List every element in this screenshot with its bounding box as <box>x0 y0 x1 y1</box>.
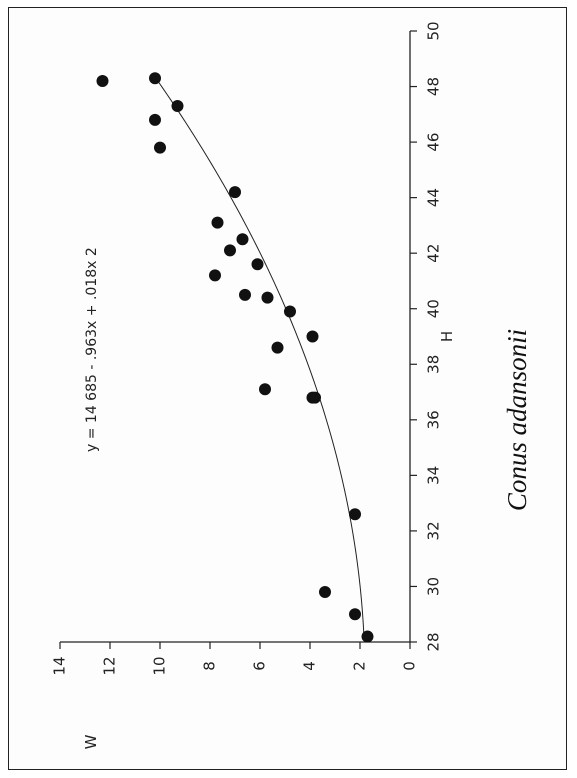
y-tick-label: 10 <box>151 656 169 675</box>
data-point <box>306 330 319 343</box>
y-tick-label: 4 <box>301 661 319 671</box>
regression-equation: y = 14 685 - .963x + .018x 2 <box>84 247 100 452</box>
y-tick-label: 12 <box>101 656 119 675</box>
y-axis-title: W <box>82 734 100 749</box>
data-point <box>149 113 161 126</box>
data-points <box>96 72 374 643</box>
x-tick-label: 30 <box>425 577 443 596</box>
data-point <box>306 391 319 404</box>
data-point <box>236 233 249 246</box>
data-point <box>349 608 361 621</box>
data-point <box>271 341 284 354</box>
data-point <box>251 258 264 271</box>
data-point <box>259 383 271 396</box>
figure-frame <box>8 7 567 770</box>
y-tick-label: 0 <box>401 661 419 671</box>
x-tick-label: 38 <box>425 355 443 374</box>
data-point <box>171 99 184 112</box>
y-tick-label: 2 <box>351 661 369 671</box>
species-name: Conus adansonii <box>502 329 532 511</box>
data-point <box>319 586 331 599</box>
x-tick-label: 44 <box>425 188 443 207</box>
x-ticks: 28 30 32 34 36 38 40 42 44 46 48 50 <box>410 21 443 652</box>
data-point <box>154 141 166 154</box>
y-tick-label: 6 <box>251 661 269 671</box>
y-ticks: 0 2 4 6 8 10 12 14 <box>51 642 419 676</box>
data-point <box>209 269 221 282</box>
x-tick-label: 48 <box>425 77 443 96</box>
regression-curve <box>157 80 365 637</box>
y-tick-label: 14 <box>51 656 69 675</box>
data-point <box>261 291 274 304</box>
data-point <box>229 186 241 199</box>
x-tick-label: 28 <box>425 632 443 651</box>
data-point <box>211 216 224 229</box>
axes <box>60 31 411 643</box>
x-tick-label: 42 <box>425 244 443 263</box>
data-point <box>96 74 109 87</box>
data-point <box>349 508 361 521</box>
data-point <box>284 305 296 318</box>
x-tick-label: 50 <box>425 21 443 40</box>
y-tick-label: 8 <box>201 661 219 671</box>
x-tick-label: 40 <box>425 299 443 318</box>
x-tick-label: 34 <box>425 466 443 485</box>
data-point <box>224 244 236 257</box>
data-point <box>361 630 374 643</box>
x-axis-title: H <box>438 331 456 342</box>
x-tick-label: 32 <box>425 521 443 540</box>
data-point <box>239 288 251 301</box>
x-tick-label: 36 <box>425 410 443 429</box>
data-point <box>149 72 161 85</box>
x-tick-label: 46 <box>425 133 443 152</box>
